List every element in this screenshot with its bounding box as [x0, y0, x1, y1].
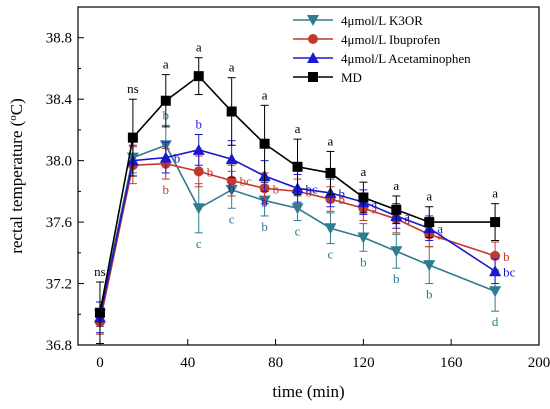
- plot-frame: [77, 6, 540, 346]
- x-axis-title: time (min): [272, 382, 344, 401]
- data-point: [159, 151, 172, 163]
- series-line: [99, 144, 496, 315]
- data-point: [160, 95, 171, 106]
- legend-label: 4μmol/L Ibuprofen: [341, 32, 441, 47]
- significance-label: a: [163, 57, 169, 72]
- significance-label: b: [273, 181, 280, 196]
- legend-marker: [307, 15, 319, 26]
- significance-label: a: [196, 40, 202, 55]
- significance-label: c: [295, 224, 301, 239]
- significance-label: b: [338, 192, 345, 207]
- data-point: [324, 223, 337, 235]
- data-point: [192, 143, 205, 155]
- data-point: [193, 166, 204, 177]
- data-point: [259, 138, 270, 149]
- x-tick-label: 120: [352, 355, 375, 371]
- legend-marker: [307, 52, 319, 63]
- data-point: [424, 217, 435, 228]
- y-tick-label: 36.8: [46, 338, 72, 354]
- y-tick-label: 38.4: [46, 92, 73, 108]
- data-point: [390, 246, 403, 258]
- significance-label: b: [306, 184, 313, 199]
- significance-label: c: [196, 236, 202, 251]
- data-point: [226, 175, 237, 186]
- y-tick-label: 37.2: [46, 277, 72, 293]
- significance-label: c: [328, 247, 334, 262]
- data-point: [423, 260, 436, 272]
- data-point: [193, 71, 204, 82]
- series-line: [99, 149, 496, 318]
- significance-label: a: [404, 209, 410, 224]
- significance-label: a: [371, 201, 377, 216]
- significance-label: bc: [240, 174, 253, 189]
- significance-label: b: [174, 151, 181, 166]
- y-axis-title: rectal temperature (oC): [7, 98, 26, 254]
- data-point: [489, 265, 502, 277]
- data-point: [127, 132, 138, 143]
- significance-label: bc: [306, 181, 319, 196]
- significance-label: a: [437, 221, 443, 236]
- legend-marker: [308, 72, 318, 82]
- x-tick-label: 200: [528, 355, 550, 371]
- significance-label: b: [163, 182, 170, 197]
- data-point: [489, 286, 502, 298]
- series-line: [99, 162, 496, 323]
- data-point: [226, 106, 237, 117]
- significance-label: a: [262, 87, 268, 102]
- plot-area: 0408012016020036.837.237.638.038.438.8bc…: [46, 6, 550, 371]
- data-point: [291, 203, 304, 215]
- significance-label: a: [328, 133, 334, 148]
- data-point: [225, 153, 238, 165]
- data-point: [490, 217, 501, 228]
- significance-label: bc: [503, 264, 515, 279]
- data-point: [357, 232, 370, 244]
- x-tick-label: 40: [180, 355, 195, 371]
- significance-label: a: [360, 164, 366, 179]
- significance-label: b: [338, 186, 345, 201]
- significance-label: ns: [127, 81, 139, 96]
- x-tick-label: 80: [268, 355, 283, 371]
- series-line: [99, 75, 496, 313]
- significance-label: a: [393, 178, 399, 193]
- significance-label: a: [492, 186, 498, 201]
- significance-label: b: [503, 249, 510, 264]
- significance-label: a: [295, 121, 301, 136]
- legend-label: 4μmol/L K3OR: [341, 13, 423, 28]
- significance-label: b: [426, 287, 433, 302]
- significance-label: b: [228, 181, 235, 196]
- significance-label: b: [261, 219, 268, 234]
- significance-label: b: [207, 164, 214, 179]
- significance-label: d: [492, 314, 499, 329]
- significance-label: b: [393, 271, 400, 286]
- legend-label: MD: [341, 70, 362, 85]
- significance-label: a: [426, 189, 432, 204]
- legend-marker: [308, 34, 318, 44]
- significance-label: a: [371, 195, 377, 210]
- x-tick-label: 0: [96, 355, 104, 371]
- significance-label: ns: [94, 264, 106, 279]
- data-point: [490, 250, 501, 261]
- y-tick-label: 38.8: [46, 31, 72, 47]
- x-tick-label: 160: [440, 355, 463, 371]
- significance-label: b: [195, 117, 202, 132]
- data-point: [325, 167, 336, 178]
- data-point: [94, 307, 105, 318]
- significance-label: a: [229, 60, 235, 75]
- legend: 4μmol/L K3OR 4μmol/L Ibuprofen 4μmol/L Ace…: [293, 13, 471, 85]
- data-point: [192, 203, 205, 215]
- significance-label: c: [229, 211, 235, 226]
- data-point: [292, 161, 303, 172]
- data-point: [391, 204, 402, 215]
- y-tick-label: 37.6: [46, 215, 73, 231]
- significance-label: b: [261, 194, 268, 209]
- data-point: [358, 192, 369, 203]
- y-tick-label: 38.0: [46, 154, 72, 170]
- significance-label: b: [360, 254, 367, 269]
- legend-label: 4μmol/L Acetaminophen: [341, 51, 471, 66]
